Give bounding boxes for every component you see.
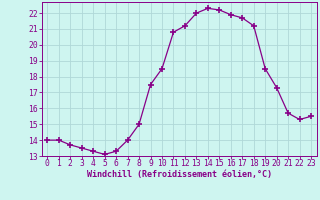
X-axis label: Windchill (Refroidissement éolien,°C): Windchill (Refroidissement éolien,°C) (87, 170, 272, 179)
